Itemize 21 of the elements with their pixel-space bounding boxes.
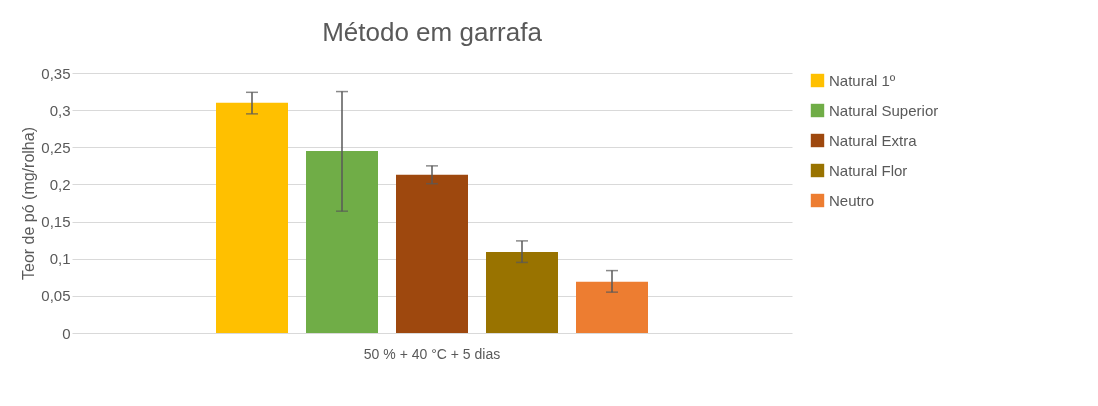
y-tick-label: 0,15	[41, 213, 71, 231]
y-tick-label: 0	[62, 324, 71, 342]
legend-label: Natural 1º	[829, 71, 896, 89]
chart-title: Método em garrafa	[322, 17, 543, 47]
y-tick-label: 0,3	[49, 101, 71, 119]
legend-label: Natural Flor	[829, 161, 908, 179]
bar	[576, 281, 648, 333]
y-axis-title: Teor de pó (mg/rolha)	[20, 127, 38, 280]
legend-label: Natural Superior	[829, 101, 939, 119]
y-tick-label: 0,1	[49, 250, 71, 268]
bar	[306, 151, 378, 333]
legend-label: Natural Extra	[829, 131, 918, 149]
bar	[396, 174, 468, 333]
y-tick-label: 0,35	[41, 64, 71, 82]
legend-label: Neutro	[829, 191, 875, 209]
y-tick-label: 0,25	[41, 138, 71, 156]
y-tick-label: 0,05	[41, 287, 71, 305]
y-tick-label: 0,2	[49, 175, 71, 193]
x-tick-label: 50 % + 40 °C + 5 dias	[363, 345, 501, 362]
bar	[216, 102, 288, 333]
bar	[486, 252, 558, 333]
